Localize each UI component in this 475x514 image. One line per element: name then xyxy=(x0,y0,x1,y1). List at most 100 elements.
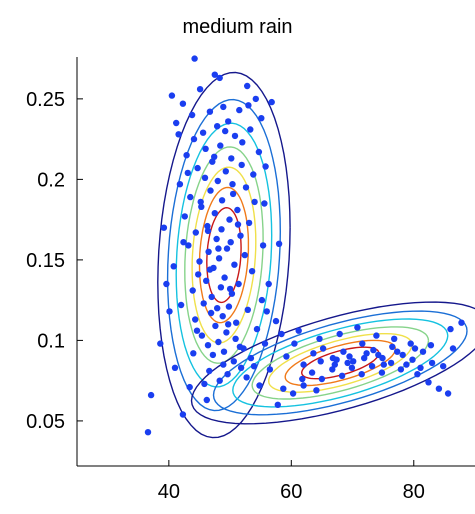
data-point xyxy=(409,357,415,363)
data-point xyxy=(198,199,204,205)
data-point xyxy=(172,365,178,371)
data-point xyxy=(163,281,169,287)
data-point xyxy=(199,332,205,338)
data-point xyxy=(253,96,259,102)
data-point xyxy=(420,349,426,355)
data-point xyxy=(203,278,209,284)
data-point xyxy=(220,104,226,110)
data-point xyxy=(275,402,281,408)
data-point xyxy=(180,411,186,417)
data-point xyxy=(290,390,296,396)
x-tick-label: 40 xyxy=(158,481,180,503)
data-point xyxy=(202,146,208,152)
data-point xyxy=(429,360,435,366)
data-point xyxy=(369,363,375,369)
data-point xyxy=(237,233,243,239)
data-point xyxy=(354,324,360,330)
data-point xyxy=(391,336,397,342)
data-point xyxy=(223,329,229,335)
data-point xyxy=(389,344,395,350)
y-tick-label: 0.05 xyxy=(26,411,65,433)
data-point xyxy=(224,371,230,377)
data-point xyxy=(244,83,250,89)
data-point xyxy=(260,242,266,248)
contour-1-level-1 xyxy=(158,73,290,438)
data-point xyxy=(201,381,207,387)
data-point xyxy=(202,175,208,181)
y-tick-label: 0.15 xyxy=(26,250,65,272)
data-point xyxy=(379,369,385,375)
data-point xyxy=(190,287,196,293)
data-point xyxy=(204,397,210,403)
data-point xyxy=(222,128,228,134)
data-point xyxy=(248,355,254,361)
data-point xyxy=(231,358,237,364)
data-point xyxy=(220,313,226,319)
data-point xyxy=(447,326,453,332)
chart-title: medium rain xyxy=(0,16,475,39)
data-point xyxy=(408,340,414,346)
data-point xyxy=(217,142,223,148)
data-point xyxy=(218,226,224,232)
data-point xyxy=(250,171,256,177)
data-point xyxy=(359,371,365,377)
data-point xyxy=(221,349,227,355)
data-point xyxy=(191,55,197,61)
data-point xyxy=(157,340,163,346)
data-point xyxy=(280,386,286,392)
data-point xyxy=(214,123,220,129)
data-point xyxy=(340,349,346,355)
data-point xyxy=(239,139,245,145)
data-point xyxy=(344,360,350,366)
data-point xyxy=(337,331,343,337)
data-point xyxy=(440,363,446,369)
data-point xyxy=(403,361,409,367)
data-point xyxy=(238,365,244,371)
data-point xyxy=(180,101,186,107)
data-point xyxy=(283,353,289,359)
data-point xyxy=(262,340,268,346)
data-point xyxy=(192,316,198,322)
contour-1-level-3 xyxy=(176,123,272,387)
data-point xyxy=(269,99,275,105)
data-point xyxy=(234,207,240,213)
data-point xyxy=(214,305,220,311)
data-point xyxy=(227,286,233,292)
data-point xyxy=(264,308,270,314)
data-point xyxy=(194,165,200,171)
data-point xyxy=(221,274,227,280)
data-point xyxy=(207,109,213,115)
x-tick-label: 80 xyxy=(403,481,425,503)
data-point xyxy=(209,294,215,300)
data-point xyxy=(237,344,243,350)
data-point xyxy=(225,321,231,327)
data-point xyxy=(414,371,420,377)
data-point xyxy=(291,340,297,346)
data-point xyxy=(166,308,172,314)
data-point xyxy=(212,210,218,216)
data-point xyxy=(216,255,222,261)
data-point xyxy=(213,236,219,242)
data-point xyxy=(296,328,302,334)
data-point xyxy=(178,302,184,308)
data-point xyxy=(217,75,223,81)
data-point xyxy=(235,221,241,227)
data-point xyxy=(256,382,262,388)
data-point xyxy=(400,352,406,358)
data-point xyxy=(228,155,234,161)
data-point xyxy=(196,258,202,264)
data-point xyxy=(187,194,193,200)
data-point xyxy=(425,379,431,385)
data-point xyxy=(417,365,423,371)
data-point xyxy=(445,390,451,396)
data-point xyxy=(200,130,206,136)
data-point xyxy=(319,376,325,382)
data-point xyxy=(215,178,221,184)
data-point xyxy=(258,115,264,121)
data-point xyxy=(458,320,464,326)
data-point xyxy=(251,363,257,369)
data-point xyxy=(171,263,177,269)
data-point xyxy=(239,162,245,168)
data-point xyxy=(388,360,394,366)
